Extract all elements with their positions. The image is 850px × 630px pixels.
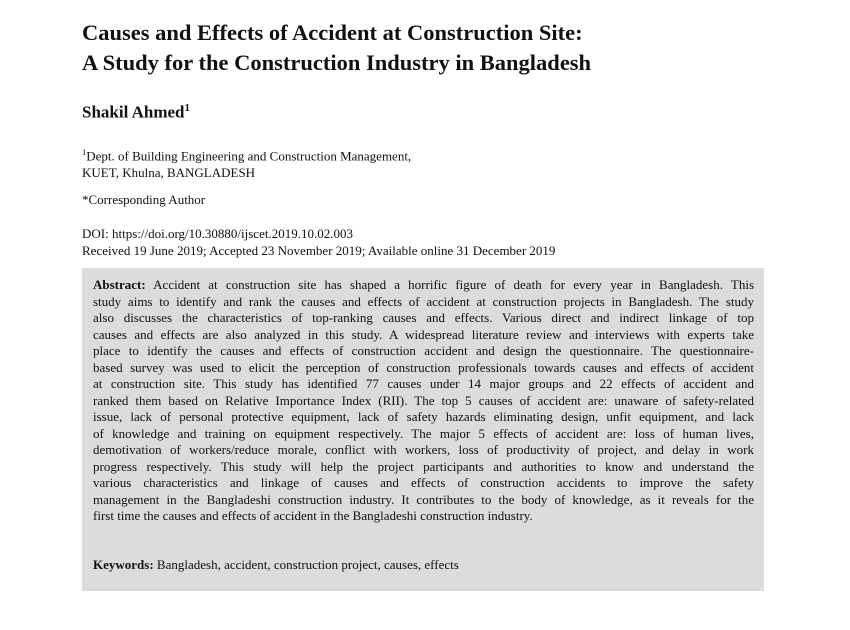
corresponding-author: *Corresponding Author bbox=[82, 192, 206, 207]
abstract-line: also discusses the characteristics of to… bbox=[93, 310, 754, 325]
abstract-line: based survey was used to elicit the perc… bbox=[93, 359, 754, 375]
affil-line-2: KUET, Khulna, BANGLADESH bbox=[82, 164, 256, 180]
abstract-box: Abstract: Accident at construction site … bbox=[82, 268, 764, 591]
dates: Received 19 June 2019; Accepted 23 Novem… bbox=[82, 242, 556, 258]
keywords-label: Keywords: bbox=[93, 557, 154, 572]
author-affil-mark: 1 bbox=[184, 102, 191, 114]
abstract-line: various characteristics and linkage of c… bbox=[93, 475, 754, 490]
abstract-line: first time the causes and effects of acc… bbox=[93, 508, 533, 523]
abstract-line-text: Accident at construction site has shaped… bbox=[145, 277, 754, 292]
keywords-text: Bangladesh, accident, construction proje… bbox=[153, 557, 459, 572]
affiliation: 1Dept. of Building Engineering and Const… bbox=[82, 144, 411, 181]
abstract-line: progress respectively. This study will h… bbox=[93, 458, 754, 474]
title-line-2: A Study for the Construction Industry in… bbox=[82, 50, 592, 75]
doi[interactable]: DOI: https://doi.org/10.30880/ijscet.201… bbox=[82, 226, 353, 241]
abstract-line: causes and effects are also analyzed in … bbox=[93, 326, 754, 342]
abstract-line: demotivation of workers/reduce morale, c… bbox=[93, 442, 754, 457]
abstract-line: study aims to identify and rank the caus… bbox=[93, 293, 754, 309]
abstract-line: ranked them based on Relative Importance… bbox=[93, 392, 754, 408]
abstract-text: Abstract: Accident at construction site … bbox=[93, 277, 754, 525]
abstract-line: place to identify the causes and effects… bbox=[93, 343, 754, 358]
affil-mark: 1 bbox=[82, 147, 87, 157]
affil-line-1: Dept. of Building Engineering and Constr… bbox=[86, 148, 412, 164]
author-name: Shakil Ahmed bbox=[82, 102, 185, 122]
abstract-line: at construction site. This study has ide… bbox=[93, 376, 754, 391]
keywords: Keywords: Bangladesh, accident, construc… bbox=[93, 557, 459, 573]
title-line-1: Causes and Effects of Accident at Constr… bbox=[82, 20, 583, 45]
publication-info: DOI: https://doi.org/10.30880/ijscet.201… bbox=[82, 226, 555, 259]
abstract-line: Abstract: Accident at construction site … bbox=[93, 277, 754, 294]
paper-title: Causes and Effects of Accident at Constr… bbox=[82, 18, 591, 78]
abstract-line: of knowledge and training on equipment r… bbox=[93, 425, 754, 441]
abstract-label: Abstract: bbox=[93, 277, 146, 292]
abstract-line: management in the Bangladeshi constructi… bbox=[93, 491, 754, 507]
abstract-line: issue, lack of personal protective equip… bbox=[93, 409, 754, 424]
author: Shakil Ahmed1 bbox=[82, 102, 190, 123]
